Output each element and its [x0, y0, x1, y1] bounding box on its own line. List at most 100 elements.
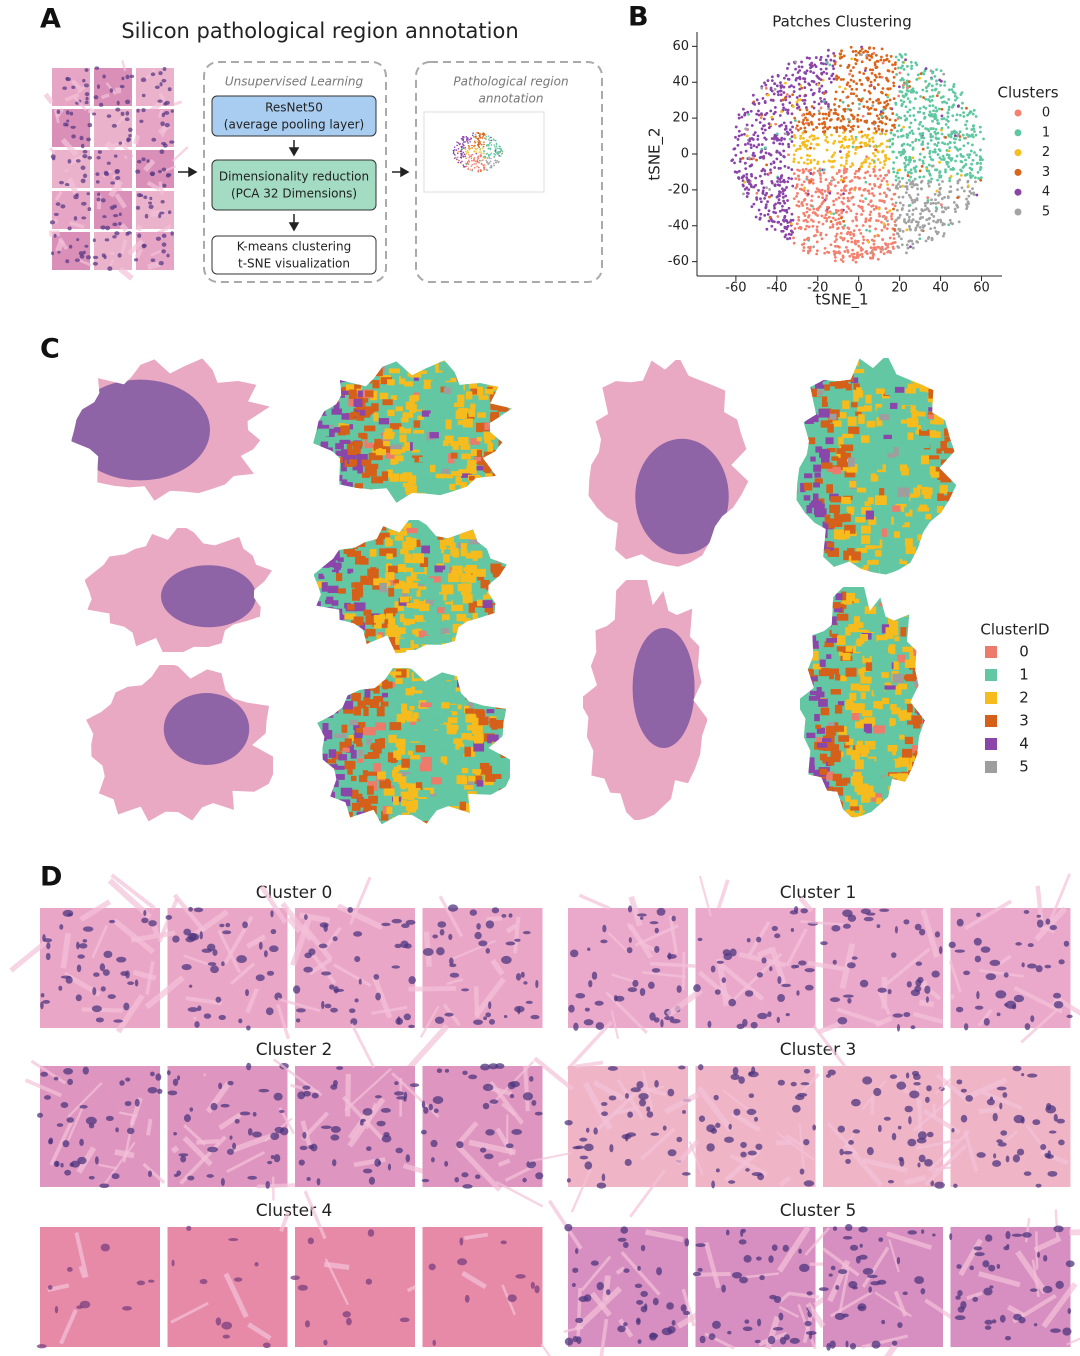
- point: [946, 115, 950, 119]
- point: [906, 246, 910, 250]
- patch: [826, 654, 832, 659]
- patch: [509, 622, 516, 631]
- patch: [478, 395, 489, 400]
- x-tick-label: 20: [891, 281, 908, 296]
- patch: [452, 757, 464, 762]
- point: [775, 195, 779, 199]
- point: [791, 218, 795, 222]
- point: [922, 111, 926, 115]
- nucleus: [53, 212, 59, 217]
- patch: [444, 596, 452, 602]
- patch: [813, 587, 822, 595]
- point: [781, 142, 785, 146]
- point: [457, 161, 460, 164]
- point: [480, 143, 483, 146]
- point: [459, 161, 462, 164]
- point: [885, 57, 889, 61]
- point: [795, 124, 799, 128]
- point: [784, 74, 788, 77]
- point: [818, 169, 822, 172]
- patch: [867, 497, 874, 504]
- patch: [407, 750, 413, 755]
- point: [899, 150, 903, 154]
- nucleus: [170, 109, 174, 113]
- fiber: [74, 96, 88, 112]
- patch: [896, 786, 905, 795]
- patch: [804, 801, 814, 807]
- point: [801, 171, 805, 175]
- point: [805, 112, 809, 116]
- point: [467, 151, 469, 154]
- patch: [353, 616, 364, 626]
- patch: [405, 561, 413, 570]
- point: [931, 158, 935, 162]
- point: [930, 177, 934, 181]
- patch: [332, 474, 343, 481]
- point: [834, 211, 838, 215]
- point: [885, 54, 889, 57]
- point: [852, 92, 856, 96]
- patch: [337, 588, 346, 594]
- point: [939, 83, 942, 87]
- point: [925, 89, 929, 93]
- patch: [328, 648, 338, 654]
- point: [824, 90, 828, 93]
- patch: [796, 493, 797, 500]
- patch: [839, 464, 848, 472]
- point: [878, 199, 882, 202]
- patch: [868, 564, 880, 574]
- point: [869, 80, 873, 84]
- point: [841, 125, 845, 128]
- patch: [421, 820, 430, 825]
- point: [937, 122, 941, 125]
- point: [741, 184, 745, 188]
- patch: [845, 795, 851, 802]
- patch: [487, 522, 499, 533]
- point: [914, 228, 917, 232]
- point: [455, 149, 458, 151]
- patch: [322, 416, 335, 425]
- point: [931, 104, 935, 108]
- point: [819, 55, 823, 59]
- patch: [848, 506, 854, 516]
- patch: [856, 642, 864, 652]
- patch: [952, 442, 957, 448]
- point: [858, 187, 862, 190]
- point: [805, 177, 809, 181]
- patch: [407, 728, 415, 735]
- point: [960, 186, 964, 190]
- point: [763, 100, 767, 103]
- point: [876, 158, 880, 161]
- point: [483, 141, 485, 143]
- patch: [484, 500, 493, 503]
- point: [797, 161, 801, 164]
- nucleus: [141, 93, 146, 98]
- patch: [485, 479, 494, 490]
- point: [767, 219, 771, 223]
- point: [930, 84, 934, 88]
- point: [825, 60, 829, 64]
- nucleus: [107, 266, 113, 271]
- patch: [916, 551, 924, 561]
- patch: [860, 435, 870, 443]
- patch: [429, 432, 439, 439]
- nucleus: [121, 76, 125, 81]
- patch: [842, 374, 854, 382]
- patch: [396, 530, 408, 536]
- patch: [407, 475, 417, 485]
- patch: [396, 455, 404, 465]
- patch: [812, 543, 823, 551]
- point: [934, 209, 938, 213]
- point: [836, 244, 840, 248]
- point: [891, 150, 895, 154]
- patch: [373, 577, 383, 586]
- patch: [913, 647, 922, 656]
- point: [773, 166, 777, 169]
- point: [899, 237, 903, 241]
- patch: [899, 715, 906, 721]
- point: [877, 127, 881, 131]
- point: [752, 151, 755, 155]
- patch: [494, 566, 507, 576]
- point: [854, 169, 858, 173]
- point: [483, 143, 485, 146]
